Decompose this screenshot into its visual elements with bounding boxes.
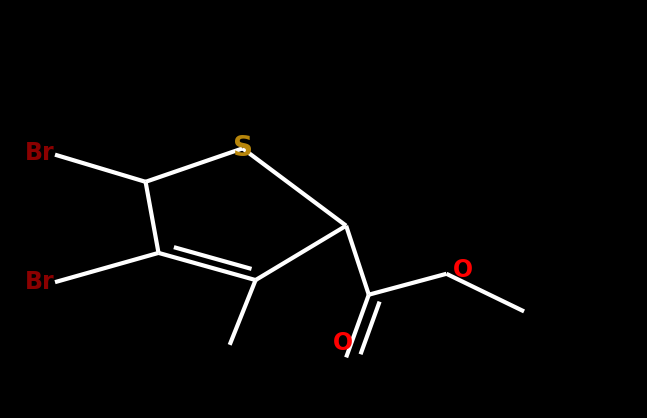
Text: O: O: [333, 331, 353, 355]
Text: Br: Br: [25, 140, 55, 165]
Text: Br: Br: [25, 270, 55, 294]
Text: O: O: [452, 257, 473, 282]
Text: S: S: [233, 135, 252, 162]
